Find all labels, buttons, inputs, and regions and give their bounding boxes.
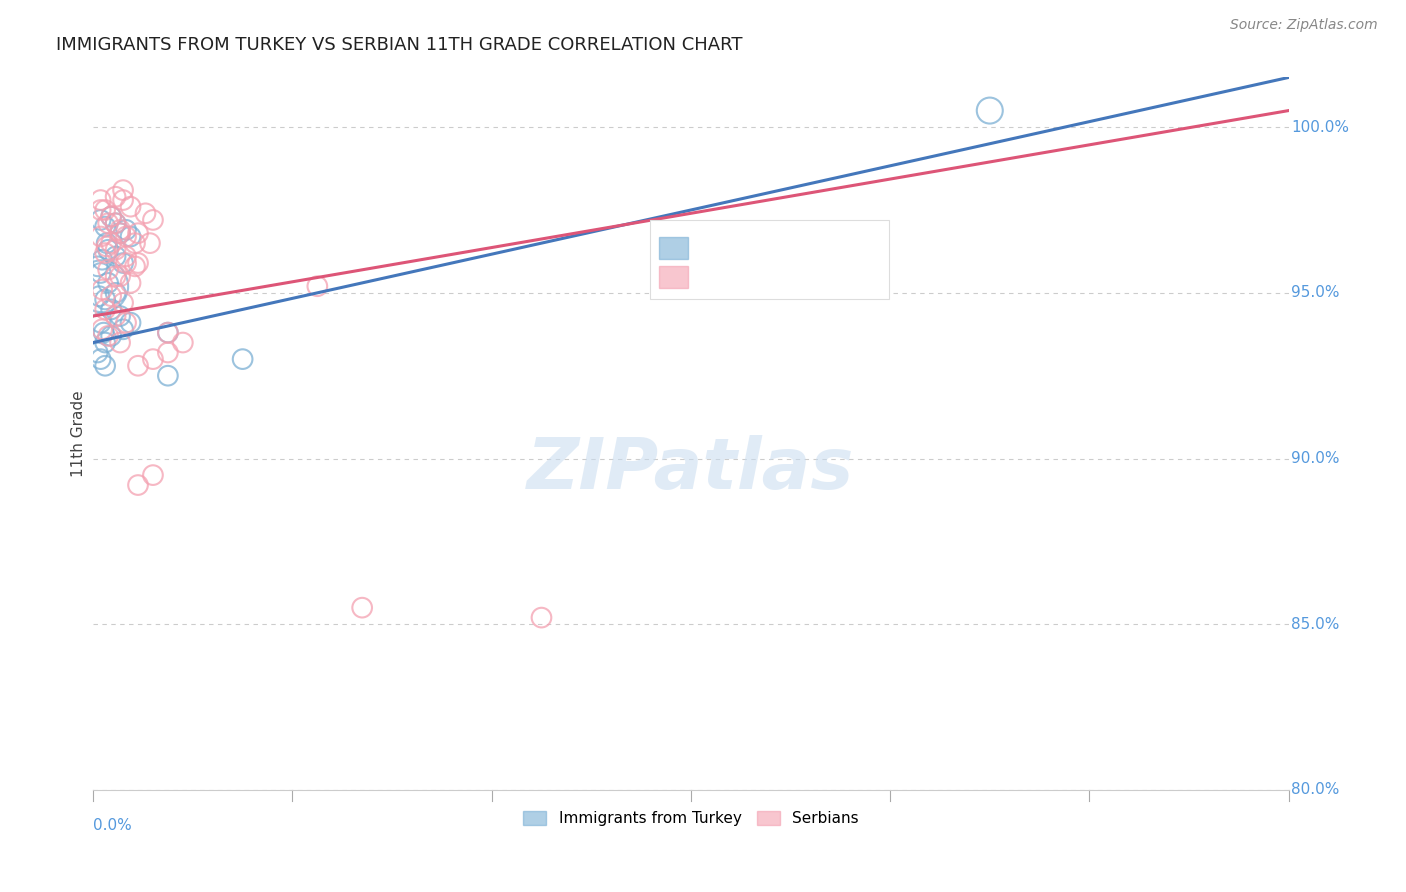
Point (120, 200, 142, 214)
Point (97, 262, 120, 277)
Text: 80.0%: 80.0% (1291, 782, 1340, 797)
Point (115, 229, 138, 244)
Point (86, 260, 108, 274)
Point (91, 279, 114, 293)
Point (90, 193, 112, 207)
Point (112, 193, 135, 207)
Point (90, 316, 112, 330)
Point (100, 302, 122, 317)
Text: 100.0%: 100.0% (1291, 120, 1348, 135)
Y-axis label: 11th Grade: 11th Grade (72, 391, 86, 477)
Point (100, 210, 122, 224)
Point (108, 335, 131, 350)
Point (108, 226, 131, 240)
Point (124, 260, 146, 274)
Point (91, 252, 114, 267)
Point (307, 279, 329, 293)
Point (530, 610, 553, 624)
Text: 0.0%: 0.0% (93, 819, 132, 833)
Text: Source: ZipAtlas.com: Source: ZipAtlas.com (1230, 18, 1378, 32)
Point (94, 202, 117, 217)
Point (127, 226, 149, 240)
Point (142, 468, 165, 483)
Point (127, 478, 149, 492)
Point (90, 229, 112, 244)
Point (108, 269, 131, 284)
Point (127, 359, 149, 373)
Point (94, 302, 117, 317)
Point (139, 236, 162, 251)
Point (142, 352, 165, 367)
Point (89, 289, 111, 303)
Point (115, 316, 138, 330)
Point (100, 329, 122, 343)
Point (100, 236, 122, 251)
Point (120, 229, 142, 244)
Point (156, 326, 179, 340)
Point (172, 335, 194, 350)
Point (120, 316, 142, 330)
Point (104, 249, 127, 263)
Text: ZIPatlas: ZIPatlas (527, 434, 855, 504)
Point (124, 236, 146, 251)
Point (97, 243, 120, 257)
Point (979, 103, 1001, 118)
Text: 95.0%: 95.0% (1291, 285, 1340, 301)
Point (94, 359, 117, 373)
Point (115, 256, 138, 270)
Text: 90.0%: 90.0% (1291, 451, 1340, 466)
Point (96, 239, 118, 253)
Point (104, 269, 127, 284)
Text: 85.0%: 85.0% (1291, 616, 1340, 632)
Point (97, 276, 120, 290)
Point (100, 289, 122, 303)
Point (108, 309, 131, 323)
Point (112, 256, 135, 270)
Point (104, 285, 127, 300)
Text: IMMIGRANTS FROM TURKEY VS SERBIAN 11TH GRADE CORRELATION CHART: IMMIGRANTS FROM TURKEY VS SERBIAN 11TH G… (56, 36, 742, 54)
Point (86, 345, 108, 359)
Point (156, 368, 179, 383)
Point (104, 243, 127, 257)
Point (90, 202, 112, 217)
Point (134, 206, 156, 220)
Point (120, 276, 142, 290)
Point (91, 322, 114, 336)
Legend: Immigrants from Turkey, Serbians: Immigrants from Turkey, Serbians (517, 805, 865, 832)
Point (94, 219, 117, 234)
Point (156, 345, 179, 359)
Point (90, 266, 112, 280)
Point (112, 183, 135, 197)
Point (156, 326, 179, 340)
Point (115, 249, 138, 263)
Point (94, 293, 117, 307)
Point (104, 216, 127, 230)
Point (108, 226, 131, 240)
Point (96, 236, 118, 251)
Point (352, 600, 374, 615)
Point (90, 213, 112, 227)
Text: R = 0.456   N = 22: R = 0.456 N = 22 (697, 241, 842, 255)
Point (104, 216, 127, 230)
Point (115, 223, 138, 237)
Point (94, 246, 117, 260)
Point (104, 190, 127, 204)
Point (90, 352, 112, 367)
Text: R = 0.339   N = 50: R = 0.339 N = 50 (697, 269, 842, 285)
Point (97, 216, 120, 230)
Point (100, 210, 122, 224)
Point (91, 283, 114, 297)
Point (142, 213, 165, 227)
Point (112, 295, 135, 310)
Point (97, 329, 120, 343)
Point (94, 335, 117, 350)
Point (127, 256, 149, 270)
Point (112, 322, 135, 336)
Point (108, 223, 131, 237)
Point (93, 326, 115, 340)
Point (104, 309, 127, 323)
Point (232, 352, 254, 367)
